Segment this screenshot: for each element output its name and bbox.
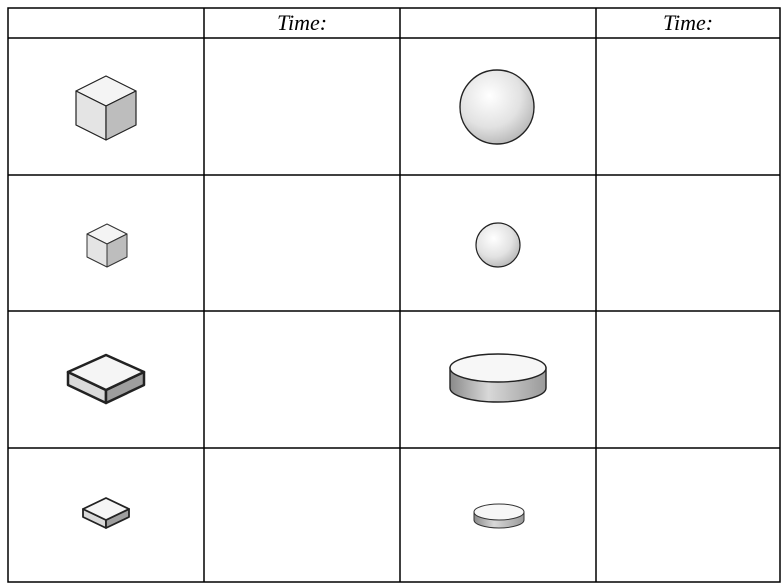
small-disc	[473, 503, 525, 529]
table-grid	[7, 7, 781, 583]
large-disc	[449, 353, 547, 403]
small-sphere	[475, 222, 521, 268]
large-flat-box	[66, 353, 146, 405]
large-sphere	[459, 69, 535, 145]
small-cube	[86, 223, 128, 268]
time-header: Time:	[277, 10, 327, 35]
time-header: Time:	[663, 10, 713, 35]
large-cube	[75, 75, 137, 141]
small-flat-box	[82, 497, 130, 529]
